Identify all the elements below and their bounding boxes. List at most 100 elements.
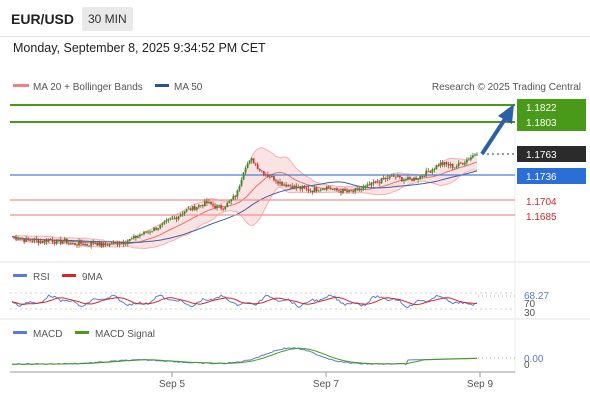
candle-body (167, 219, 170, 221)
candle-body (149, 231, 151, 233)
candle-body (128, 238, 131, 241)
candle-body (374, 181, 377, 184)
candle-body (13, 236, 15, 238)
candle-body (132, 235, 135, 239)
candle-body (254, 163, 257, 165)
candle-body (96, 243, 99, 246)
candle-body (390, 175, 393, 177)
candle-body (230, 199, 233, 202)
candle-body (74, 242, 76, 245)
candle-body (159, 224, 162, 229)
candle-body (273, 176, 275, 181)
candle-body (437, 165, 440, 166)
candle-body (411, 178, 413, 181)
candle-body (244, 168, 247, 173)
candlestick-series (13, 151, 478, 249)
candle-body (153, 227, 156, 231)
candle-body (78, 240, 80, 245)
legend-label-macd-signal: MACD Signal (95, 329, 155, 340)
candle-body (21, 238, 24, 240)
candle-body (169, 218, 172, 220)
trend-arrow-shaft (480, 117, 507, 156)
candle-body (358, 188, 361, 190)
legend-swatch-macd-signal (75, 331, 89, 334)
candle-body (236, 190, 239, 197)
candle-body (173, 217, 176, 219)
candle-body (246, 163, 249, 169)
candle-body (388, 176, 391, 179)
candle-body (275, 180, 277, 182)
candle-body (189, 208, 192, 211)
candle-body (208, 202, 210, 204)
candle-body (400, 177, 403, 181)
candle-body (327, 186, 330, 188)
candle-body (100, 242, 103, 247)
candle-body (453, 167, 456, 169)
candle-body (110, 243, 113, 245)
timeframe-badge[interactable]: 30 MIN (82, 7, 133, 31)
candle-body (201, 205, 204, 207)
candle-body (53, 241, 56, 244)
candle-body (55, 240, 58, 244)
candle-body (319, 189, 322, 191)
candle-body (240, 179, 243, 187)
candle-body (49, 239, 52, 240)
legend-label-rsi: RSI (33, 272, 50, 283)
candle-body (98, 242, 101, 246)
badge-pivot (517, 168, 586, 184)
bollinger-upper-line (12, 147, 478, 243)
candle-body (65, 238, 68, 244)
candle-body (80, 240, 82, 244)
candle-body (429, 171, 432, 173)
candle-body (183, 211, 186, 214)
candle-body (181, 213, 184, 215)
candle-body (232, 195, 235, 200)
candle-body (67, 242, 70, 244)
trend-arrow (480, 104, 514, 156)
candle-body (463, 162, 466, 165)
legend-label-ma50: MA 50 (174, 82, 203, 93)
candle-body (45, 239, 48, 242)
candle-body (86, 244, 89, 246)
candle-body (285, 184, 288, 187)
candle-body (333, 188, 336, 190)
candle-body (242, 172, 245, 180)
candle-body (271, 176, 273, 178)
candle-body (301, 186, 304, 190)
candle-body (216, 205, 218, 209)
candle-body (151, 230, 154, 232)
macd-tick-0: 0 (524, 360, 530, 371)
candle-body (303, 186, 306, 189)
candle-body (226, 202, 229, 208)
candle-body (177, 216, 180, 220)
candle-body (90, 242, 93, 246)
candle-body (283, 184, 285, 186)
label-support-2: 1.1685 (526, 212, 557, 223)
candle-body (394, 176, 397, 178)
candle-body (443, 162, 446, 165)
candle-body (291, 185, 294, 189)
candle-body (455, 166, 458, 168)
ma50-line (11, 170, 478, 244)
candle-body (260, 170, 263, 172)
candle-body (340, 190, 342, 193)
candle-body (106, 244, 109, 246)
candle-body (380, 178, 383, 184)
candle-body (297, 186, 300, 188)
candle-body (299, 186, 302, 190)
candle-body (238, 186, 241, 191)
symbol-label: EUR/USD (11, 11, 75, 27)
candle-body (218, 205, 221, 207)
candle-body (157, 228, 160, 230)
candle-body (266, 174, 269, 177)
main-legend: MA 20 + Bollinger Bands MA 50 Research ©… (13, 82, 581, 93)
candle-body (187, 208, 190, 210)
candle-body (33, 238, 36, 242)
ma20-line (11, 161, 478, 245)
candle-body (279, 181, 281, 184)
candle-body (114, 242, 117, 244)
candle-body (102, 243, 105, 247)
candle-body (143, 231, 145, 235)
candle-body (277, 181, 279, 184)
rsi-9ma-line (11, 297, 477, 306)
